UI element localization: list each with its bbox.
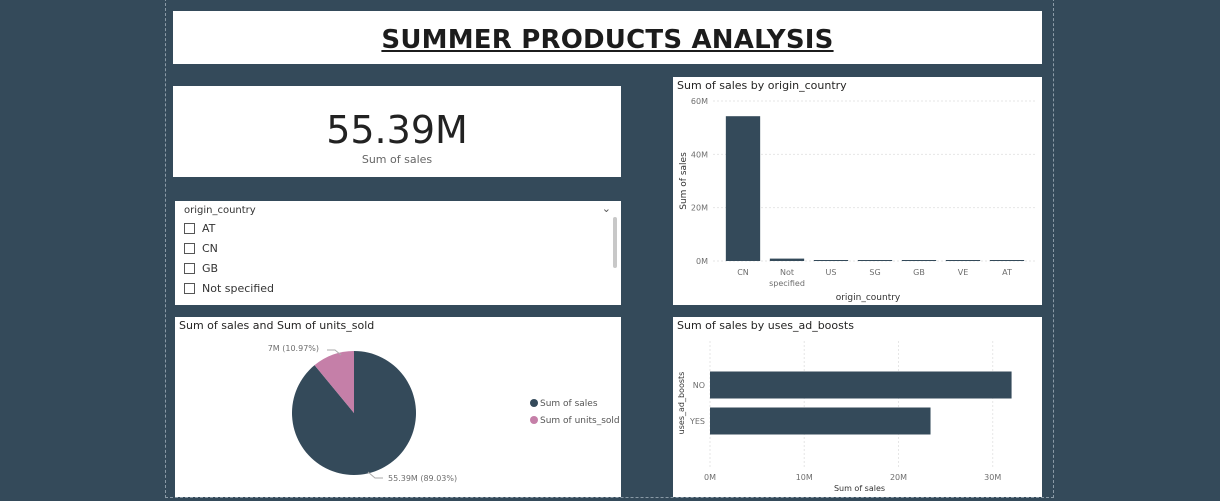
slicer-item-label: GB (202, 261, 219, 275)
kpi-value: 55.39M (326, 108, 468, 152)
slicer-scrollbar[interactable] (613, 217, 617, 268)
pie-data-label: 7M (10.97%) (268, 344, 319, 353)
x-tick-label: VE (958, 268, 969, 277)
title-card: SUMMER PRODUCTS ANALYSIS (173, 11, 1042, 64)
x-tick-label: 10M (796, 473, 813, 482)
leader-line (327, 349, 342, 356)
x-axis-title: Sum of sales (834, 484, 885, 493)
x-tick-label: AT (1002, 268, 1012, 277)
y-tick-label: 60M (691, 97, 708, 106)
pie-slice-sales (292, 351, 416, 475)
x-tick-label: CN (737, 268, 749, 277)
checkbox[interactable] (184, 282, 195, 294)
sales-units-pie-chart[interactable]: Sum of sales and Sum of units_sold 7M (1… (175, 317, 621, 497)
x-tick-label: 20M (890, 473, 907, 482)
y-tick-label: 20M (691, 204, 708, 213)
bar (945, 260, 981, 261)
chevron-down-icon[interactable]: ⌄ (601, 202, 611, 215)
x-tick-label: 30M (984, 473, 1001, 482)
y-axis-title: uses_ad_boosts (677, 372, 686, 435)
bar (769, 258, 805, 261)
bar (710, 407, 931, 435)
bar (857, 260, 893, 261)
sales-by-ad-boosts-chart[interactable]: Sum of sales by uses_ad_boosts 0M 10M 20M 3… (673, 317, 1042, 497)
origin-country-slicer[interactable]: origin_country ⌄ AT CN GB Not specified (175, 201, 621, 305)
y-tick-label: 0M (696, 257, 708, 266)
legend-marker (530, 416, 538, 424)
bar (901, 260, 937, 261)
bar (710, 371, 1012, 399)
y-axis-title: Sum of sales (679, 152, 689, 210)
slicer-item-at[interactable]: AT (184, 219, 215, 237)
chart-title: Sum of sales by uses_ad_boosts (677, 319, 854, 332)
legend-label: Sum of units_sold (540, 416, 620, 426)
bar (813, 260, 849, 261)
chart-title: Sum of sales and Sum of units_sold (179, 319, 375, 332)
bar (725, 116, 761, 261)
pie-chart-svg: 7M (10.97%) 55.39M (89.03%) Sum of sales Su… (268, 344, 620, 483)
x-tick-label: 0M (704, 473, 716, 482)
slicer-item-gb[interactable]: GB (184, 259, 218, 277)
x-axis-title: origin_country (836, 293, 901, 303)
x-tick-label: SG (869, 268, 880, 277)
slicer-item-label: AT (202, 221, 216, 235)
legend-marker (530, 399, 538, 407)
y-tick-label: NO (693, 381, 705, 390)
report-canvas (165, 0, 1054, 498)
slicer-header: origin_country (184, 205, 256, 216)
x-tick-label: US (826, 268, 837, 277)
checkbox[interactable] (184, 262, 195, 274)
y-tick-label: YES (689, 417, 705, 426)
x-tick-label: Not (780, 268, 794, 277)
leader-line (367, 471, 383, 479)
slicer-item-cn[interactable]: CN (184, 239, 218, 257)
kpi-card[interactable]: 55.39M Sum of sales (173, 86, 621, 177)
kpi-label: Sum of sales (361, 153, 433, 166)
report-title: SUMMER PRODUCTS ANALYSIS (381, 25, 834, 55)
chart-title: Sum of sales by origin_country (677, 79, 847, 92)
checkbox[interactable] (184, 242, 195, 254)
slicer-item-not-specified[interactable]: Not specified (184, 279, 274, 297)
legend-label: Sum of sales (540, 399, 598, 409)
x-tick-label: GB (913, 268, 925, 277)
bar (989, 260, 1025, 261)
pie-slice-units-sold (314, 351, 354, 413)
ads-chart-svg: 0M 10M 20M 30M NO YES Sum of sales uses_ad_boos… (677, 341, 1012, 493)
slicer-item-label: CN (202, 241, 218, 255)
x-tick-label: specified (769, 279, 805, 288)
pie-data-label: 55.39M (89.03%) (388, 474, 457, 483)
checkbox[interactable] (184, 222, 195, 234)
country-chart-svg: 0M 20M 40M 60M CN Not specified US SG GB VE AT origi… (679, 97, 1035, 303)
slicer-item-label: Not specified (202, 281, 275, 295)
sales-by-country-chart[interactable]: Sum of sales by origin_country 0M 20M 40M 6… (673, 77, 1042, 305)
y-tick-label: 40M (691, 150, 708, 159)
